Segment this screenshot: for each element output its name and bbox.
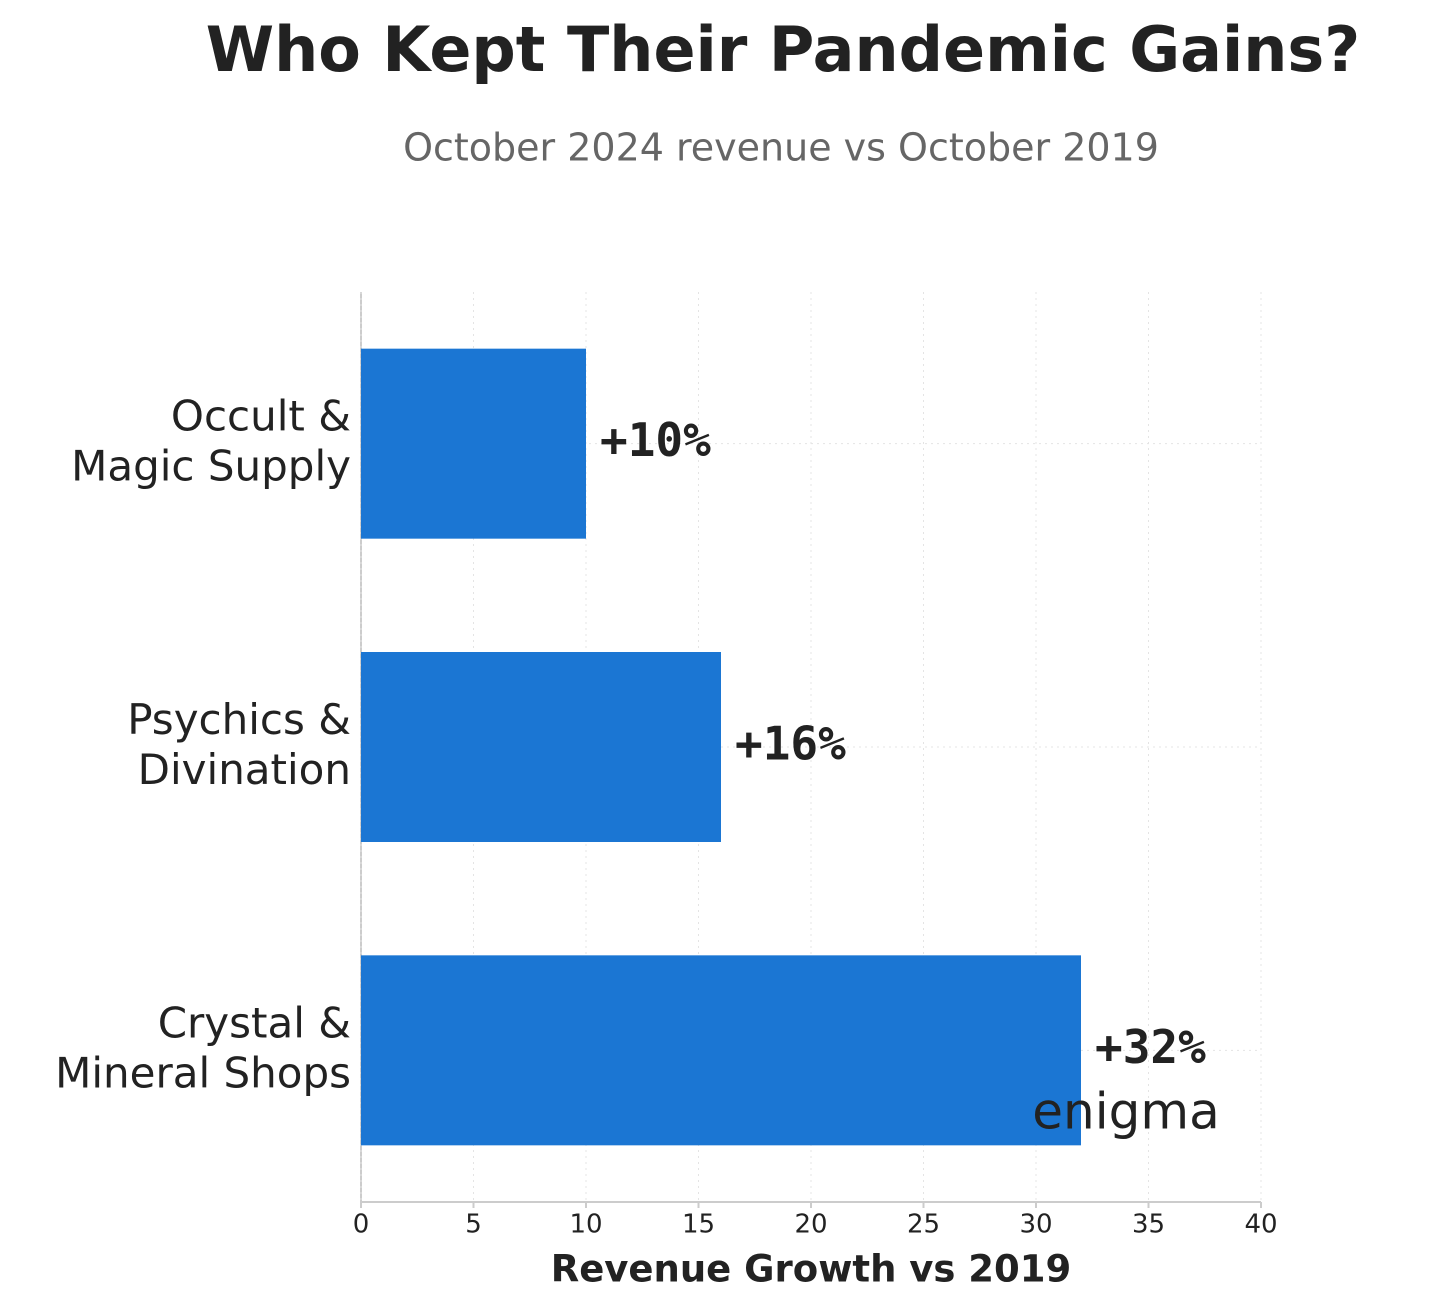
x-tick-label: 25 bbox=[907, 1210, 940, 1240]
bar bbox=[361, 348, 586, 539]
y-tick-label: Psychics & Divination bbox=[127, 695, 351, 794]
chart-title: Who Kept Their Pandemic Gains? bbox=[206, 13, 1361, 86]
x-tick-label: 15 bbox=[682, 1210, 715, 1240]
logo: enigma bbox=[1032, 1083, 1219, 1141]
x-tick-label: 30 bbox=[1019, 1210, 1052, 1240]
x-tick-label: 0 bbox=[353, 1210, 370, 1240]
bar bbox=[361, 955, 1081, 1146]
x-tick-label: 40 bbox=[1244, 1210, 1277, 1240]
x-tick-label: 20 bbox=[794, 1210, 827, 1240]
y-tick-label: Crystal & Mineral Shops bbox=[55, 998, 351, 1097]
y-tick-label: Occult & Magic Supply bbox=[71, 391, 351, 490]
value-label: +32% bbox=[1095, 1020, 1206, 1074]
value-label: +10% bbox=[600, 413, 711, 467]
x-tick-label: 35 bbox=[1132, 1210, 1165, 1240]
x-tick-label: 10 bbox=[569, 1210, 602, 1240]
chart-subtitle: October 2024 revenue vs October 2019 bbox=[403, 126, 1159, 170]
x-axis-label: Revenue Growth vs 2019 bbox=[551, 1248, 1072, 1291]
x-tick-label: 5 bbox=[465, 1210, 482, 1240]
value-label: +16% bbox=[735, 717, 846, 771]
bar bbox=[361, 652, 721, 842]
